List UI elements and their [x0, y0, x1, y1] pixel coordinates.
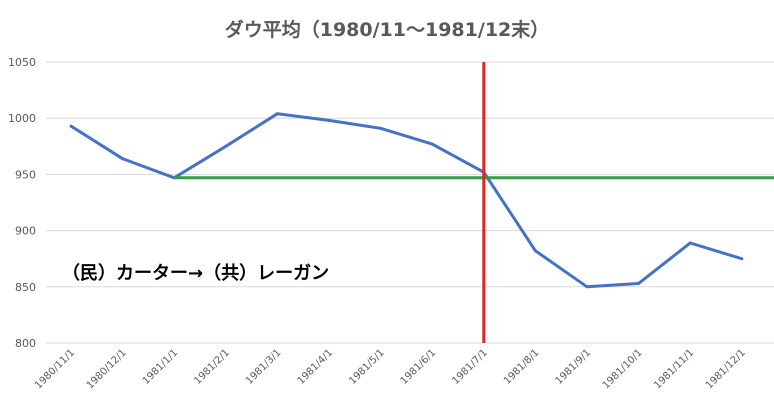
data-point	[533, 249, 537, 253]
data-point	[430, 142, 434, 146]
x-tick-label: 1981/12/1	[704, 347, 748, 391]
data-point	[224, 144, 228, 148]
x-tick-label: 1981/6/1	[399, 347, 439, 387]
annotation-text: （民）カーター→（共）レーガン	[62, 263, 329, 284]
series-group	[69, 112, 744, 289]
y-tick-label: 1000	[8, 112, 36, 125]
data-point	[327, 118, 331, 122]
data-point	[740, 257, 744, 261]
x-tick-label: 1981/4/1	[296, 347, 336, 387]
data-point	[121, 157, 125, 161]
x-tick-label: 1981/9/1	[554, 347, 594, 387]
data-point	[688, 241, 692, 245]
x-axis-ticks: 1980/11/1 1980/12/1 1981/1/1 1981/2/1 1981/3…	[33, 347, 748, 391]
gridlines	[46, 61, 774, 344]
x-tick-label: 1980/12/1	[85, 347, 129, 391]
x-tick-label: 1981/5/1	[347, 347, 387, 387]
x-tick-label: 1981/11/1	[652, 347, 696, 391]
x-tick-label: 1981/8/1	[502, 347, 542, 387]
data-point	[69, 124, 73, 128]
y-tick-label: 850	[15, 281, 36, 294]
x-tick-label: 1981/7/1	[450, 347, 490, 387]
y-axis-ticks: 800 850 900 950 1000 1050	[8, 56, 36, 350]
y-tick-label: 1050	[8, 56, 36, 69]
reference-lines	[174, 62, 774, 343]
y-tick-label: 800	[15, 337, 36, 350]
data-point	[379, 126, 383, 130]
y-tick-label: 900	[15, 225, 36, 238]
x-tick-label: 1981/10/1	[601, 347, 645, 391]
data-point	[275, 112, 279, 116]
data-point	[637, 281, 641, 285]
y-tick-label: 950	[15, 168, 36, 181]
series-line	[70, 112, 743, 289]
x-tick-label: 1981/1/1	[141, 347, 181, 387]
x-tick-label: 1980/11/1	[33, 347, 77, 391]
data-point	[585, 285, 589, 289]
chart-title: ダウ平均（1980/11～1981/12末）	[225, 18, 550, 41]
x-tick-label: 1981/2/1	[192, 347, 232, 387]
x-tick-label: 1981/3/1	[244, 347, 284, 387]
